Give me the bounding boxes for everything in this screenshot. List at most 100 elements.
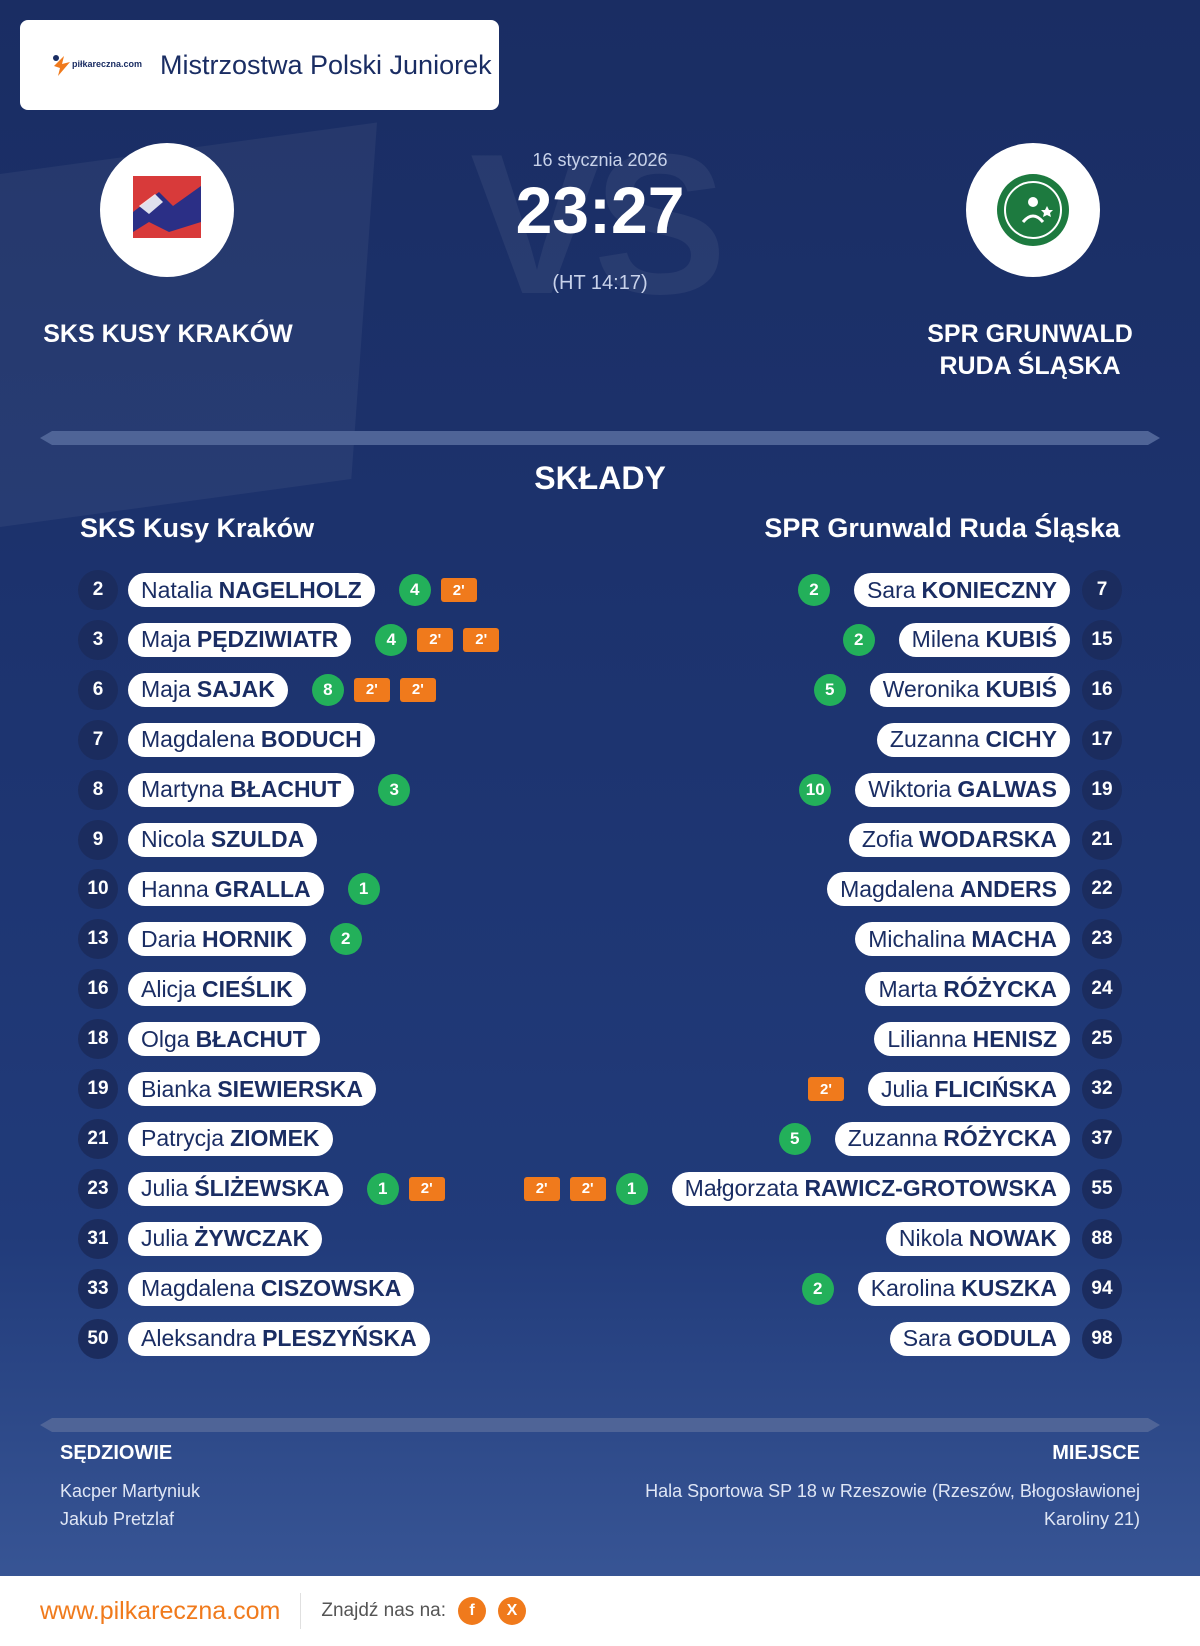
player-last-name: SZULDA [210, 826, 305, 852]
player-name: Magdalena ANDERS [827, 872, 1070, 907]
shirt-number: 7 [1082, 570, 1122, 610]
player-stats: 1 2' [366, 1172, 445, 1205]
shirt-number: 18 [78, 1019, 118, 1060]
player-last-name: MACHA [971, 925, 1057, 952]
shirt-number: 25 [1082, 1019, 1122, 1060]
player-name: Marta RÓŻYCKA [865, 972, 1070, 1007]
player-name: Julia ŚLIŻEWSKA [128, 1171, 343, 1206]
suspension-badge: 2' [417, 627, 454, 652]
player-row: 33 Magdalena CISZOWSKA [78, 1268, 415, 1309]
player-row: 17 Zuzanna CICHY [876, 719, 1122, 760]
player-first-name: Bianka [141, 1075, 212, 1102]
player-last-name: CIEŚLIK [201, 975, 293, 1002]
player-last-name: BŁACHUT [195, 1025, 307, 1052]
player-row: 21 Patrycja ZIOMEK [78, 1118, 333, 1159]
player-first-name: Hanna [141, 875, 209, 902]
suspension-badge: 2' [399, 677, 436, 702]
player-last-name: ŻYWCZAK [194, 1225, 310, 1252]
player-name: Nikola NOWAK [885, 1221, 1070, 1256]
player-first-name: Nicola [141, 826, 205, 852]
penalties-group: 2' 2' [523, 1176, 606, 1201]
suspension-badge: 2' [440, 578, 477, 602]
goals-badge: 2 [801, 1272, 834, 1305]
player-row: 8 Martyna BŁACHUT 3 [78, 769, 411, 810]
player-last-name: SAJAK [196, 676, 275, 703]
shirt-number: 16 [1082, 669, 1122, 710]
away-team-name-line2: RUDA ŚLĄSKA [939, 352, 1121, 380]
goals-badge: 1 [366, 1172, 399, 1205]
player-first-name: Wiktoria [868, 776, 952, 803]
pilkareczna-logo: piłkareczna.com [53, 55, 142, 76]
player-stats: 5 [813, 673, 846, 706]
player-first-name: Marta [878, 975, 938, 1002]
shirt-number: 3 [78, 619, 118, 660]
website-link[interactable]: www.pilkareczna.com [40, 1596, 281, 1625]
player-row: 7 Magdalena BODUCH [78, 719, 375, 760]
player-name: Bianka SIEWIERSKA [128, 1072, 377, 1106]
shirt-number: 13 [78, 919, 118, 960]
shirt-number: 15 [1082, 619, 1122, 660]
halftime-score: (HT 14:17) [552, 272, 648, 294]
player-row: 10 Hanna GRALLA 1 [78, 869, 380, 910]
player-stats: 8 2' 2' [311, 673, 436, 706]
shirt-number: 16 [78, 969, 118, 1010]
player-name: Hanna GRALLA [128, 872, 324, 907]
player-stats: 4 2' [398, 574, 477, 606]
goals-badge: 4 [375, 623, 408, 656]
player-name: Karolina KUSZKA [857, 1271, 1070, 1306]
penalties-group: 2' [808, 1077, 845, 1101]
player-last-name: WODARSKA [919, 826, 1057, 852]
player-name: Magdalena CISZOWSKA [128, 1271, 415, 1306]
official-name: Jakub Pretzlaf [60, 1509, 175, 1529]
goals-badge: 2 [329, 923, 362, 956]
player-stats: 2 [842, 623, 875, 656]
player-name: Olga BŁACHUT [128, 1022, 320, 1057]
player-first-name: Karolina [870, 1275, 956, 1302]
shirt-number: 55 [1082, 1168, 1122, 1209]
x-icon[interactable]: X [498, 1597, 526, 1625]
shirt-number: 7 [78, 719, 118, 760]
player-name: Maja PĘDZIWIATR [128, 622, 352, 657]
player-last-name: PĘDZIWIATR [196, 626, 339, 653]
facebook-icon[interactable]: f [458, 1597, 486, 1625]
player-name: Sara GODULA [889, 1321, 1070, 1356]
player-stats: 10 [799, 773, 832, 806]
suspension-badge: 2' [408, 1176, 445, 1201]
player-row: 98 Sara GODULA [889, 1318, 1122, 1359]
player-row: 23 Julia ŚLIŻEWSKA 1 2' [78, 1168, 445, 1209]
shirt-number: 50 [78, 1318, 118, 1359]
match-date: 16 stycznia 2026 [532, 150, 668, 170]
player-name: Daria HORNIK [128, 922, 306, 957]
suspension-badge: 2' [808, 1077, 845, 1101]
player-row: 94 Karolina KUSZKA 2 [801, 1268, 1122, 1309]
player-first-name: Nikola [898, 1225, 963, 1252]
player-first-name: Michalina [868, 925, 966, 952]
player-first-name: Maja [141, 626, 191, 653]
shirt-number: 94 [1082, 1268, 1122, 1309]
player-row: 22 Magdalena ANDERS [827, 869, 1122, 910]
player-last-name: RÓŻYCKA [943, 975, 1057, 1002]
player-name: Michalina MACHA [855, 922, 1070, 957]
shirt-number: 19 [1082, 769, 1122, 810]
footer: www.pilkareczna.com Znajdź nas na: f X [0, 1576, 1200, 1646]
match-score: 23:27 [515, 173, 685, 247]
player-first-name: Olga [141, 1025, 190, 1052]
player-row: 21 Zofia WODARSKA [848, 819, 1122, 860]
player-first-name: Daria [141, 925, 196, 952]
player-first-name: Aleksandra [141, 1325, 257, 1351]
player-row: 24 Marta RÓŻYCKA [865, 969, 1122, 1010]
player-first-name: Patrycja [141, 1125, 225, 1152]
player-first-name: Julia [141, 1175, 189, 1202]
venue-line2: Karoliny 21) [1043, 1509, 1140, 1529]
venue-block: MIEJSCE Hala Sportowa SP 18 w Rzeszowie … [620, 1442, 1140, 1533]
player-name: Zofia WODARSKA [848, 822, 1070, 857]
official-name: Kacper Martyniuk [60, 1481, 201, 1501]
player-last-name: GRALLA [214, 875, 311, 902]
player-name: Alicja CIEŚLIK [128, 972, 306, 1007]
goals-badge: 4 [398, 574, 431, 606]
player-row: 18 Olga BŁACHUT [78, 1019, 320, 1060]
player-name: Zuzanna CICHY [876, 722, 1070, 757]
player-first-name: Martyna [141, 776, 225, 803]
competition-title: Mistrzostwa Polski Juniorek [160, 50, 492, 80]
goals-badge: 2 [842, 623, 875, 656]
